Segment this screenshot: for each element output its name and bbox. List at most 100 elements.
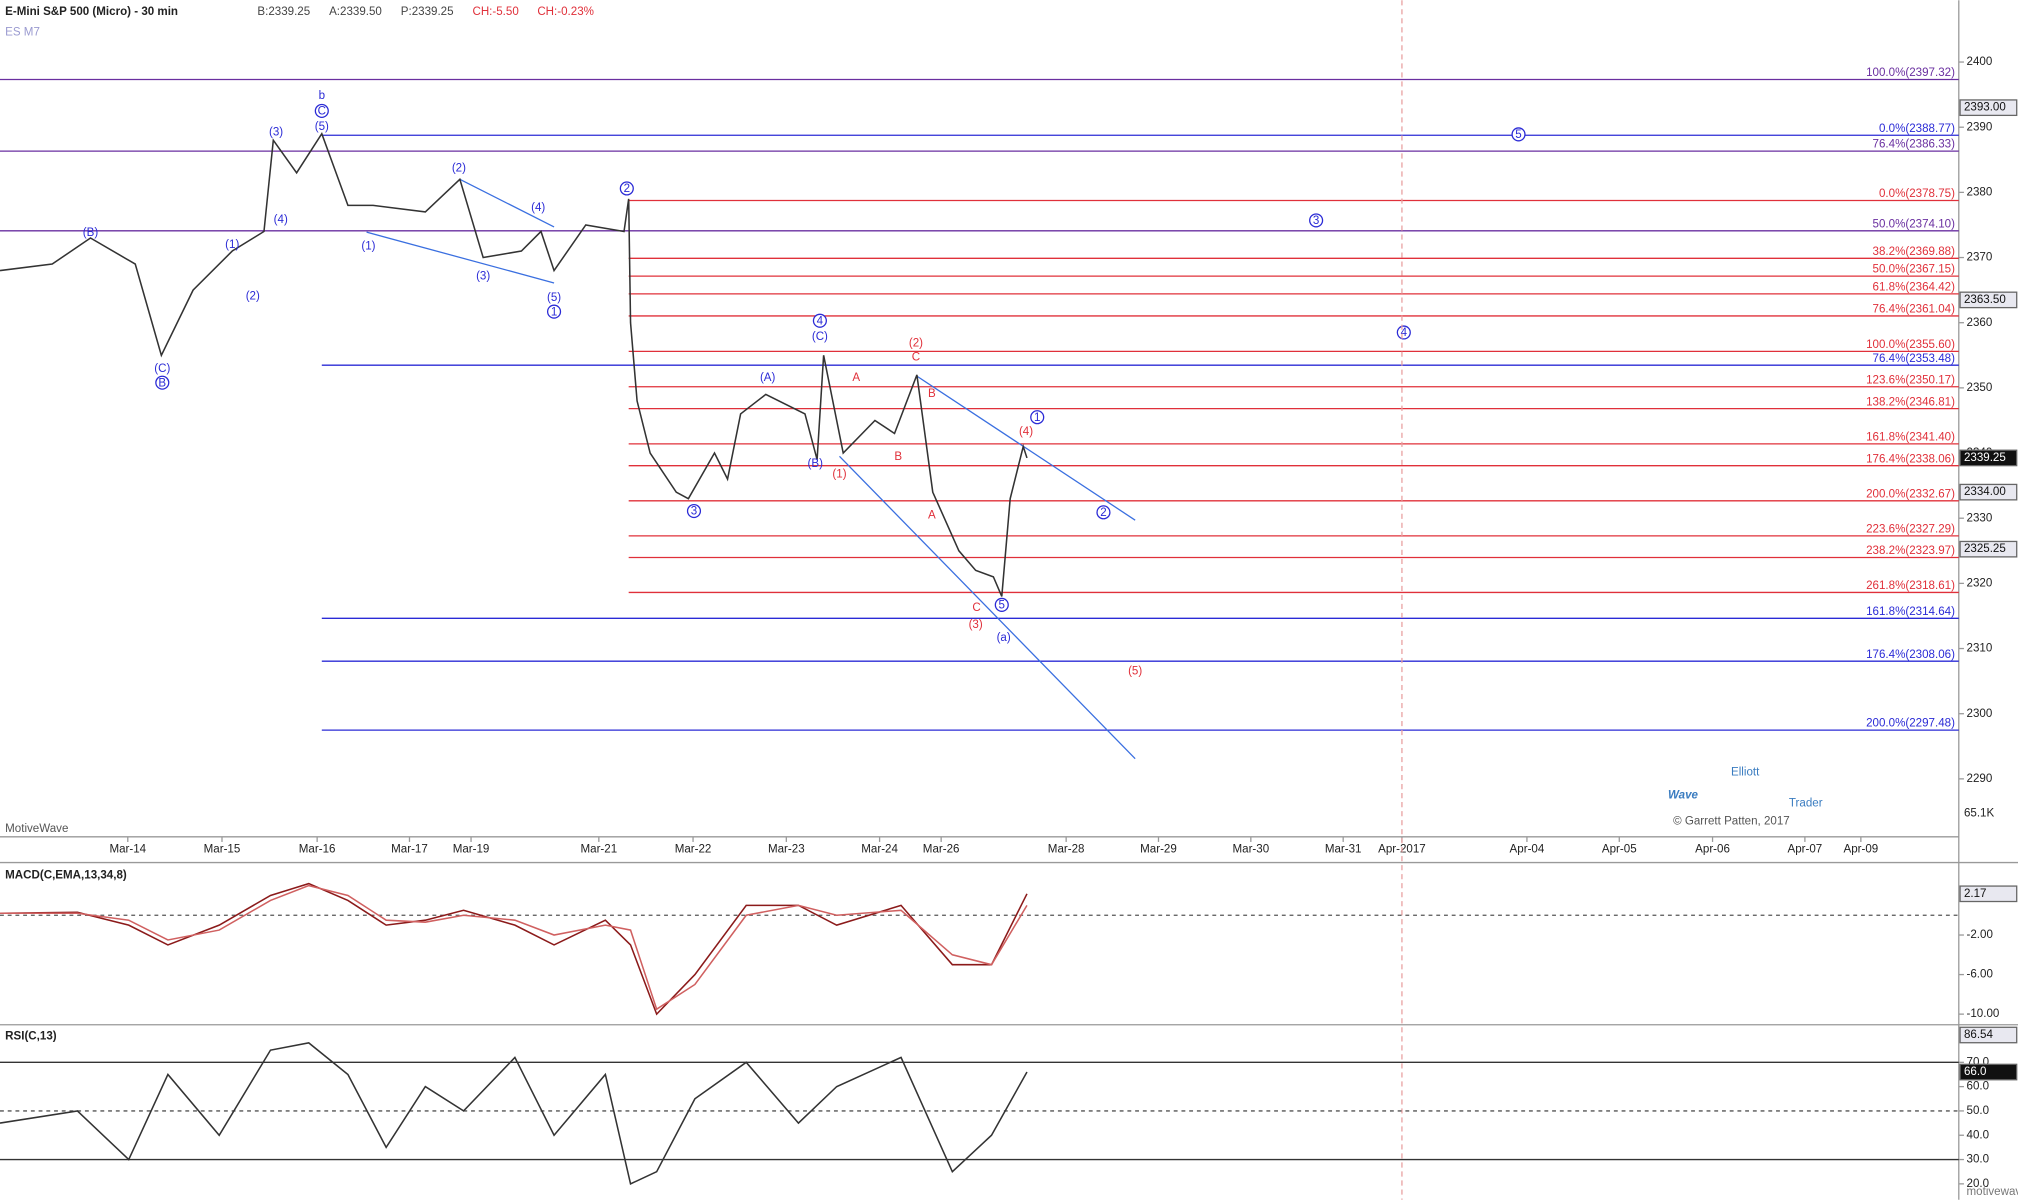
wave-label: (2) [452, 162, 466, 174]
fib-label: 50.0%(2367.15) [1873, 264, 1956, 276]
fib-label: 261.8%(2318.61) [1866, 580, 1955, 592]
quote-item: B:2339.25 [257, 6, 310, 18]
price-marker [1959, 1026, 2018, 1044]
wave-label: C [972, 602, 980, 614]
y-tick-label: 2380 [1967, 186, 1993, 198]
fib-label: 176.4%(2338.06) [1866, 453, 1955, 465]
wave-label: (1) [225, 239, 239, 251]
series-line [0, 882, 1028, 1016]
quote-item: CH:-5.50 [472, 6, 518, 18]
fib-label: 0.0%(2378.75) [1879, 188, 1955, 200]
fib-label: 76.4%(2353.48) [1873, 353, 1956, 365]
fib-label: 123.6%(2350.17) [1866, 374, 1955, 386]
fib-label: 100.0%(2355.60) [1866, 339, 1955, 351]
wave-label: C [318, 106, 326, 118]
chart-title: E-Mini S&P 500 (Micro) - 30 min [5, 6, 178, 18]
wave-label: 4 [817, 315, 824, 327]
wave-circle [812, 313, 827, 328]
wave-label: (5) [315, 121, 329, 133]
price-marker-label: 2.17 [1964, 888, 1987, 900]
wave-label: 4 [1401, 327, 1408, 339]
y-tick-label: -10.00 [1967, 1008, 2000, 1020]
watermark-text: Trader [1789, 797, 1823, 809]
trendline [916, 375, 1136, 521]
quote-item: CH:-0.23% [537, 6, 594, 18]
wave-label: (3) [269, 126, 283, 138]
fib-label: 76.4%(2361.04) [1873, 304, 1956, 316]
x-tick-label: Apr-06 [1695, 844, 1730, 856]
fib-label: 200.0%(2297.48) [1866, 718, 1955, 730]
wave-label: (5) [1128, 665, 1142, 677]
y-tick-label: 2350 [1967, 382, 1993, 394]
watermark-text: Elliott [1731, 767, 1760, 779]
wave-label: (B) [83, 227, 99, 239]
price-marker [1959, 449, 2018, 467]
wave-circle [686, 503, 702, 519]
x-tick-label: Mar-15 [204, 844, 241, 856]
wave-circle [1309, 213, 1324, 228]
wave-label: (4) [274, 214, 288, 226]
series-line [0, 884, 1028, 1011]
wave-label: (A) [760, 372, 776, 384]
fib-label: 76.4%(2386.33) [1873, 139, 1956, 151]
fib-label: 61.8%(2364.42) [1873, 282, 1956, 294]
trendline [459, 178, 555, 228]
x-tick-label: Mar-17 [391, 844, 428, 856]
wave-label: B [158, 377, 166, 389]
quote-item: A:2339.50 [329, 6, 382, 18]
x-tick-label: Mar-22 [675, 844, 712, 856]
wave-label: (1) [361, 241, 375, 253]
y-tick-label: 2360 [1967, 317, 1993, 329]
fib-label: 161.8%(2341.40) [1866, 432, 1955, 444]
source: MotiveWave [5, 823, 68, 835]
symbol: ES M7 [5, 26, 40, 38]
y-tick-label: -2.00 [1967, 929, 1993, 941]
wave-circle [1396, 325, 1411, 340]
wave-label: (3) [476, 270, 490, 282]
y-tick-label: 50.0 [1967, 1105, 1990, 1117]
y-tick-label: 2290 [1967, 773, 1993, 785]
wave-label: 2 [1100, 507, 1106, 519]
fib-label: 223.6%(2327.29) [1866, 523, 1955, 535]
footer: motivewave.com [1967, 1186, 2018, 1198]
wave-label: (C) [812, 331, 828, 343]
y-tick-label: 2370 [1967, 252, 1993, 264]
wave-label: 1 [551, 306, 557, 318]
wave-label: 1 [1034, 412, 1040, 424]
price-marker-label: 2325.25 [1964, 543, 2006, 555]
trendline [839, 455, 1136, 760]
wave-label: 2 [624, 183, 630, 195]
fib-label: 0.0%(2388.77) [1879, 123, 1955, 135]
trendline [366, 231, 555, 284]
price-line [0, 131, 1028, 597]
wave-label: (C) [154, 363, 170, 375]
fib-label: 176.4%(2308.06) [1866, 649, 1955, 661]
fib-label: 38.2%(2369.88) [1873, 246, 1956, 258]
wave-label: (5) [547, 292, 561, 304]
watermark-text: © Garrett Patten, 2017 [1673, 815, 1790, 827]
x-tick-label: Apr-09 [1843, 844, 1878, 856]
wave-label: (4) [1019, 426, 1033, 438]
wave-circle [1096, 505, 1111, 520]
price-marker-label: 2393.00 [1964, 102, 2006, 114]
x-tick-label: Mar-19 [453, 844, 490, 856]
fib-label: 138.2%(2346.81) [1866, 396, 1955, 408]
wave-label: (2) [246, 291, 260, 303]
y-tick-label: 2320 [1967, 577, 1993, 589]
y-tick-label: 2300 [1967, 708, 1993, 720]
x-tick-label: Mar-23 [768, 844, 805, 856]
wave-label: C [912, 351, 920, 363]
wave-label: 3 [1313, 215, 1319, 227]
panel: -2.00 -6.00 -10.00 2.17 [0, 882, 2018, 1020]
wave-label: (2) [909, 338, 923, 350]
y-tick-label: 40.0 [1967, 1129, 1990, 1141]
wave-circle [155, 375, 170, 390]
price-marker [1959, 99, 2018, 117]
y-tick-label: 60.0 [1967, 1081, 1990, 1093]
y-tick-label: 2400 [1967, 56, 1993, 68]
x-tick-label: Mar-14 [109, 844, 146, 856]
fib-label: 238.2%(2323.97) [1866, 545, 1955, 557]
y-tick-label: 20.0 [1967, 1178, 1990, 1190]
